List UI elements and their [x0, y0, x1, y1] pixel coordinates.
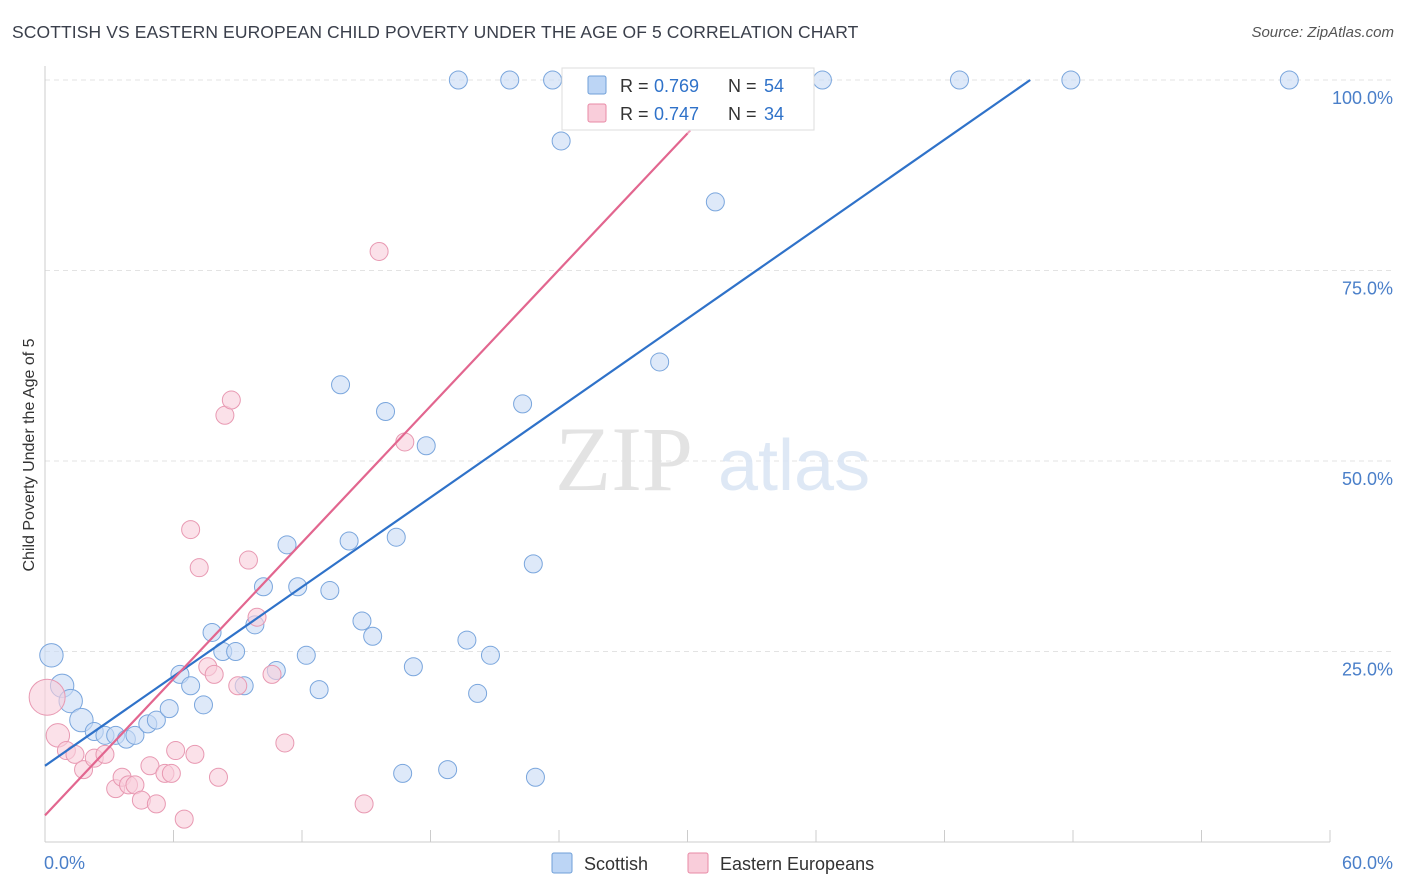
point-scottish-37 — [448, 70, 468, 90]
point-scottish-34 — [403, 657, 423, 677]
point-scottish-28 — [339, 531, 359, 551]
point-scottish-41 — [500, 70, 520, 90]
y-tick-label-50: 50.0% — [1342, 469, 1393, 489]
grid-lines — [45, 79, 1395, 652]
point-scottish-33 — [393, 763, 413, 783]
point-eastern-12 — [140, 756, 160, 776]
stats-n-label-scottish: N = — [728, 76, 757, 96]
watermark-atlas: atlas — [718, 426, 870, 506]
point-scottish-38 — [457, 630, 477, 650]
point-scottish-39 — [468, 683, 488, 703]
point-scottish-50 — [812, 70, 832, 90]
point-scottish-27 — [331, 375, 351, 395]
legend-swatch-scottish[interactable] — [551, 852, 573, 874]
point-scottish-32 — [386, 527, 406, 547]
point-scottish-20 — [253, 577, 273, 597]
x-tick-label-min: 0.0% — [44, 853, 85, 873]
point-eastern-25 — [221, 390, 241, 410]
stats-n-value-scottish: 54 — [764, 76, 784, 96]
point-scottish-48 — [650, 352, 670, 372]
watermark-zip: ZIP — [555, 408, 693, 510]
point-scottish-43 — [523, 554, 543, 574]
point-eastern-6 — [95, 744, 115, 764]
point-scottish-35 — [416, 436, 436, 456]
legend-label-scottish[interactable]: Scottish — [584, 854, 648, 874]
stats-n-label-eastern: N = — [728, 104, 757, 124]
point-eastern-0 — [28, 678, 66, 716]
point-eastern-31 — [354, 794, 374, 814]
stats-legend: R = 0.769 N = 54 R = 0.747 N = 34 — [561, 67, 815, 131]
stats-r-label-eastern: R = — [620, 104, 649, 124]
point-scottish-29 — [352, 611, 372, 631]
stats-r-label-scottish: R = — [620, 76, 649, 96]
y-axis-label: Child Poverty Under the Age of 5 — [21, 338, 38, 571]
legend-swatch-eastern[interactable] — [687, 852, 709, 874]
point-eastern-18 — [181, 520, 201, 540]
watermark: ZIP atlas — [555, 408, 870, 510]
stats-r-value-eastern: 0.747 — [654, 104, 699, 124]
point-eastern-23 — [208, 767, 228, 787]
stats-r-value-scottish: 0.769 — [654, 76, 699, 96]
point-scottish-25 — [309, 680, 329, 700]
x-tick-label-max: 60.0% — [1342, 853, 1393, 873]
point-scottish-14 — [193, 695, 213, 715]
tick-labels: 25.0% 50.0% 75.0% 100.0% 0.0% 60.0% — [44, 88, 1393, 873]
point-scottish-36 — [438, 760, 458, 780]
point-scottish-44 — [525, 767, 545, 787]
point-scottish-51 — [949, 70, 969, 90]
point-scottish-17 — [226, 642, 246, 661]
point-scottish-11 — [159, 699, 179, 719]
point-scottish-13 — [181, 676, 201, 696]
source-label: Source: ZipAtlas.com — [1251, 24, 1394, 41]
point-eastern-17 — [174, 809, 194, 829]
point-scottish-10 — [146, 710, 166, 730]
point-eastern-13 — [146, 794, 166, 814]
data-points — [28, 70, 1299, 829]
chart-title: SCOTTISH VS EASTERN EUROPEAN CHILD POVER… — [12, 22, 859, 42]
point-scottish-52 — [1061, 70, 1081, 90]
y-tick-label-75: 75.0% — [1342, 279, 1393, 299]
point-eastern-26 — [228, 676, 248, 696]
y-tick-label-25: 25.0% — [1342, 660, 1393, 680]
point-scottish-26 — [320, 581, 340, 601]
point-scottish-53 — [1279, 70, 1299, 90]
point-scottish-23 — [288, 577, 308, 597]
series-legend: Scottish Eastern Europeans — [551, 852, 874, 874]
point-scottish-0 — [39, 643, 64, 668]
stats-legend-swatch-eastern — [587, 103, 607, 123]
point-scottish-40 — [480, 645, 500, 665]
point-eastern-16 — [166, 741, 186, 761]
point-scottish-15 — [202, 622, 222, 642]
stats-legend-swatch-scottish — [587, 75, 607, 95]
point-scottish-22 — [277, 535, 297, 555]
point-scottish-49 — [705, 192, 725, 212]
point-eastern-19 — [185, 744, 205, 764]
trend-lines — [44, 79, 1031, 817]
point-scottish-30 — [363, 626, 383, 646]
stats-n-value-eastern: 34 — [764, 104, 784, 124]
point-eastern-30 — [275, 733, 295, 753]
trendline-eastern — [44, 132, 689, 817]
point-eastern-15 — [161, 763, 181, 783]
point-eastern-27 — [238, 550, 258, 570]
point-scottish-31 — [376, 401, 396, 421]
point-eastern-32 — [369, 241, 389, 261]
point-eastern-33 — [395, 432, 415, 452]
point-eastern-20 — [189, 558, 209, 578]
point-scottish-45 — [543, 70, 563, 90]
point-scottish-8 — [125, 725, 145, 745]
legend-label-eastern[interactable]: Eastern Europeans — [720, 854, 874, 874]
point-scottish-46 — [551, 131, 571, 151]
trendline-scottish — [44, 79, 1031, 767]
point-eastern-22 — [204, 664, 224, 684]
point-scottish-42 — [513, 394, 533, 414]
y-tick-label-100: 100.0% — [1332, 88, 1393, 108]
point-eastern-29 — [262, 664, 282, 684]
point-scottish-24 — [296, 645, 316, 665]
